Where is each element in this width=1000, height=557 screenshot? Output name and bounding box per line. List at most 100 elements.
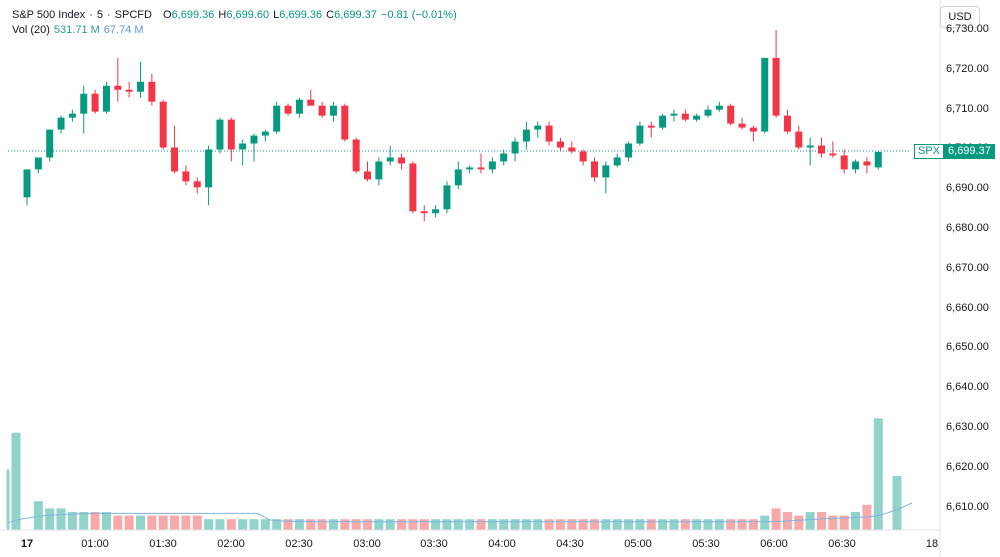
legend-o-label: O bbox=[163, 9, 172, 21]
candle-body bbox=[329, 105, 337, 116]
candle-body bbox=[284, 105, 292, 114]
candle-body bbox=[137, 81, 144, 92]
volume-bar bbox=[374, 519, 384, 530]
candle-body bbox=[818, 145, 825, 154]
candle-body bbox=[806, 145, 814, 148]
candle-body bbox=[34, 157, 42, 170]
legend-h-label: H bbox=[218, 9, 227, 21]
candle-body bbox=[250, 135, 258, 144]
candle-body bbox=[409, 163, 417, 212]
time-tick-label: 01:00 bbox=[81, 538, 109, 550]
time-tick-label: 02:30 bbox=[285, 538, 313, 550]
candle-body bbox=[704, 109, 712, 116]
legend-l-label: L bbox=[273, 9, 280, 21]
volume-bar bbox=[6, 469, 10, 530]
volume-bar bbox=[408, 519, 418, 530]
time-tick-label: 04:00 bbox=[488, 538, 516, 550]
candle-body bbox=[216, 119, 224, 150]
candle-body bbox=[125, 89, 133, 92]
volume-bar bbox=[578, 519, 588, 530]
volume-bar bbox=[805, 512, 815, 530]
volume-bar bbox=[487, 519, 497, 530]
legend-change: −0.81 (−0.01%) bbox=[380, 9, 457, 21]
candle-body bbox=[783, 115, 791, 132]
volume-bar bbox=[56, 508, 66, 530]
time-tick-label: 18 bbox=[925, 538, 939, 550]
candle-body bbox=[613, 157, 621, 166]
candle-body bbox=[874, 151, 882, 168]
volume-bar bbox=[590, 519, 599, 530]
time-tick-label: 17 bbox=[20, 538, 34, 550]
candle-body bbox=[522, 129, 530, 142]
volume-bar bbox=[11, 432, 21, 530]
volume-bar bbox=[760, 515, 770, 530]
volume-bar bbox=[431, 519, 441, 530]
candle-body bbox=[795, 131, 803, 148]
time-tick-label: 06:00 bbox=[760, 538, 788, 550]
volume-bar bbox=[328, 519, 338, 530]
candle-body bbox=[114, 85, 122, 90]
candle-body bbox=[182, 171, 190, 182]
candle-body bbox=[443, 185, 451, 210]
volume-bar bbox=[453, 519, 463, 530]
volume-bar bbox=[340, 519, 350, 530]
volume-bar bbox=[646, 519, 656, 530]
volume-bar bbox=[363, 519, 372, 530]
legend-vol-label: Vol (20) bbox=[12, 24, 50, 36]
volume-bar bbox=[317, 519, 327, 530]
candle-body bbox=[863, 161, 871, 166]
volume-bar bbox=[567, 519, 577, 530]
volume-bar bbox=[238, 519, 248, 530]
candle-body bbox=[840, 155, 848, 170]
chart-legend: S&P 500 Index · 5 · SPCFD O6,699.36 H6,6… bbox=[12, 9, 457, 36]
candle-body bbox=[591, 161, 598, 178]
volume-bar bbox=[90, 512, 100, 530]
candle-body bbox=[556, 141, 564, 148]
candle-body bbox=[91, 93, 99, 112]
volume-bar bbox=[771, 508, 781, 530]
last-price-value: 6,699.37 bbox=[944, 144, 995, 159]
volume-ma-line bbox=[7, 502, 913, 524]
candle-body bbox=[693, 115, 701, 120]
price-tick-label: 6,640.00 bbox=[946, 381, 989, 394]
legend-interval[interactable]: 5 bbox=[96, 9, 103, 21]
currency-button[interactable]: USD bbox=[940, 6, 980, 28]
candle-body bbox=[46, 129, 54, 158]
candle-body bbox=[772, 57, 780, 116]
legend-symbol[interactable]: S&P 500 Index bbox=[12, 9, 86, 21]
volume-bar bbox=[67, 512, 77, 530]
volume-bar bbox=[260, 519, 270, 530]
candle-body bbox=[534, 125, 542, 130]
price-tick-label: 6,660.00 bbox=[946, 301, 989, 314]
candle-body bbox=[659, 115, 667, 128]
candle-body bbox=[432, 209, 440, 214]
candle-body bbox=[738, 123, 746, 128]
volume-bar bbox=[124, 515, 134, 530]
volume-bar bbox=[737, 519, 747, 530]
price-tick-label: 6,720.00 bbox=[946, 62, 989, 75]
volume-bar bbox=[635, 519, 645, 530]
legend-source: SPCFD bbox=[114, 9, 152, 21]
candle-body bbox=[761, 57, 769, 132]
volume-bar bbox=[624, 519, 634, 530]
time-tick-label: 01:30 bbox=[149, 538, 177, 550]
candle-body bbox=[273, 105, 281, 132]
volume-bar bbox=[419, 519, 429, 530]
candle-body bbox=[318, 105, 326, 116]
volume-bar bbox=[839, 515, 849, 530]
candle-body bbox=[545, 125, 553, 142]
time-tick-label: 03:30 bbox=[420, 538, 448, 550]
volume-bar bbox=[215, 519, 225, 530]
legend-vol-ma-value: 67.74 M bbox=[103, 24, 144, 36]
candle-body bbox=[852, 161, 860, 170]
volume-bar bbox=[397, 519, 407, 530]
candles bbox=[23, 30, 882, 222]
candle-body bbox=[261, 131, 269, 136]
candle-body bbox=[386, 157, 394, 162]
volume-bar bbox=[873, 418, 883, 530]
legend-open: 6,699.36 bbox=[171, 9, 215, 21]
volume-bar bbox=[828, 515, 838, 530]
time-tick-label: 05:30 bbox=[692, 538, 720, 550]
volume-bar bbox=[204, 519, 214, 530]
